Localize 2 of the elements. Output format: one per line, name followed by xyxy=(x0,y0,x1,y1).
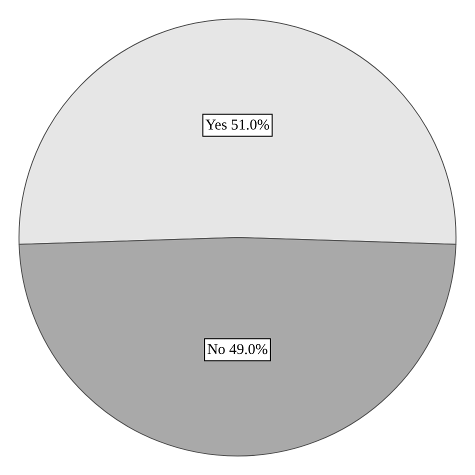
slice-label: No 49.0% xyxy=(207,342,268,358)
slice-label: Yes 51.0% xyxy=(205,117,270,134)
